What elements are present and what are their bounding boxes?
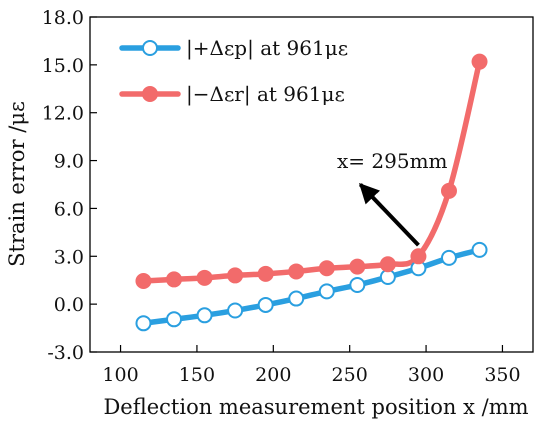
series-1-point — [440, 249, 457, 266]
y-tick-label: 12.0 — [42, 103, 84, 125]
y-axis-label: Strain error /με — [5, 101, 29, 267]
annotation-label: x= 295mm — [337, 149, 448, 173]
series-1-line — [140, 247, 483, 327]
x-tick-label: 250 — [332, 364, 368, 386]
series-1-point — [471, 241, 488, 258]
series-1-point — [196, 307, 213, 324]
series-1-point — [288, 290, 305, 307]
x-axis-ticks: 100 150 200 250 300 350 — [102, 345, 521, 386]
series-2-point — [440, 182, 457, 199]
series-1-point — [166, 311, 183, 328]
series-2-point — [349, 258, 366, 275]
legend-swatch-marker — [142, 40, 158, 56]
series-2-point — [471, 53, 488, 70]
series-2-point — [257, 265, 274, 282]
annotation-arrow — [358, 183, 420, 247]
legend-entry-label: |−Δεr| at 961με — [186, 82, 345, 107]
series-1-point — [257, 296, 274, 313]
legend: |+Δεp| at 961με |−Δεr| at 961με — [119, 36, 348, 107]
x-tick-label: 350 — [484, 364, 520, 386]
series-2-point — [379, 256, 396, 273]
series-layer — [135, 53, 488, 332]
y-tick-label: -3.0 — [47, 342, 84, 364]
y-tick-label: 6.0 — [54, 198, 84, 220]
x-tick-label: 300 — [408, 364, 444, 386]
series-1-point — [135, 315, 152, 332]
series-2-point — [288, 263, 305, 280]
x-tick-label: 150 — [179, 364, 215, 386]
y-tick-label: 15.0 — [42, 55, 84, 77]
series-1-point — [227, 302, 244, 319]
series-2-point — [410, 248, 427, 265]
x-axis-label: Deflection measurement position x /mm — [103, 395, 528, 419]
series-2-point — [318, 260, 335, 277]
legend-entry-label: |+Δεp| at 961με — [186, 36, 348, 61]
legend-swatch-marker — [142, 86, 158, 102]
x-tick-label: 100 — [102, 364, 138, 386]
plot-frame — [89, 16, 534, 353]
series-2-point — [135, 273, 152, 290]
y-tick-label: 3.0 — [54, 246, 84, 268]
series-2-point — [227, 267, 244, 284]
series-1-point — [349, 277, 366, 293]
annotation: x= 295mm — [337, 149, 448, 247]
series-2-point — [166, 271, 183, 288]
y-tick-label: 9.0 — [54, 151, 84, 173]
series-1-point — [318, 283, 335, 300]
series-2-point — [196, 269, 213, 286]
y-tick-label: 18.0 — [42, 7, 84, 29]
x-tick-label: 200 — [255, 364, 291, 386]
y-axis-ticks: -3.0 0.0 3.0 6.0 9.0 12.0 15.0 18.0 — [42, 7, 97, 364]
y-tick-label: 0.0 — [54, 294, 84, 316]
